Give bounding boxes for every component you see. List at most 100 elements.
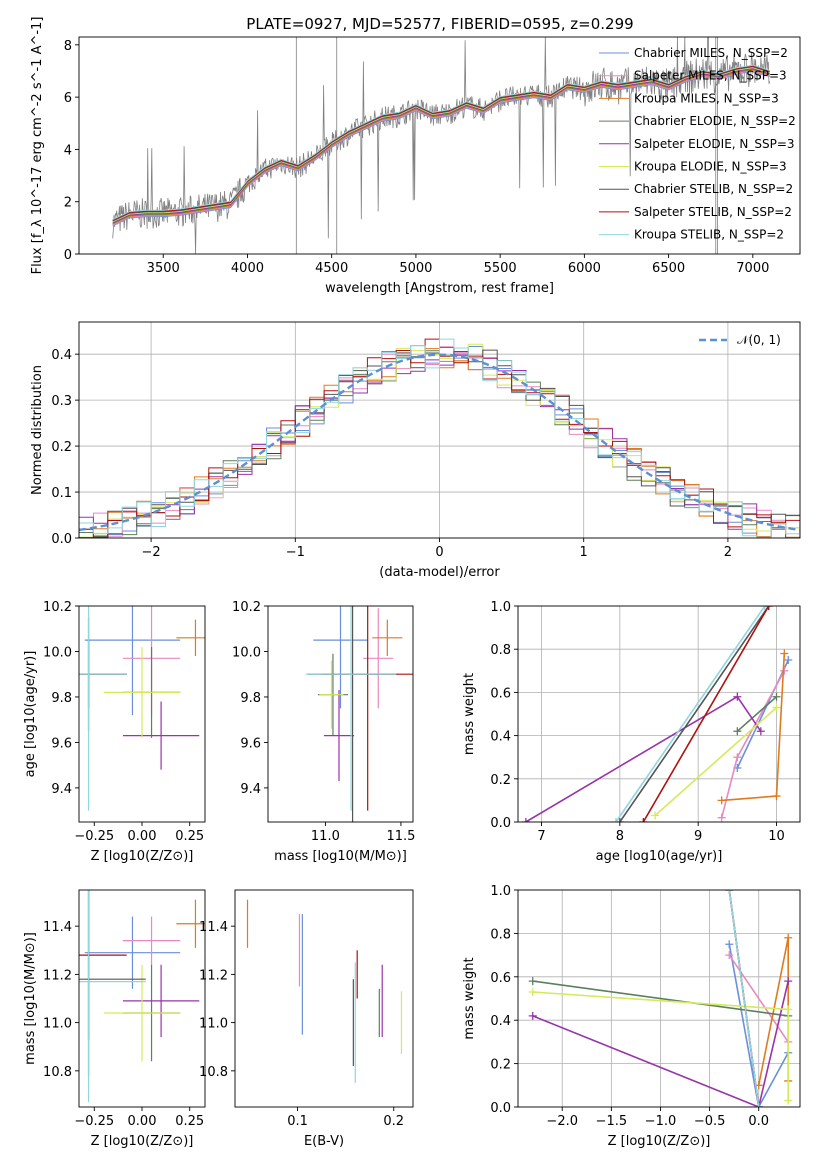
y-tick-label: 0.1 [51,486,72,501]
legend-entry: Chabrier MILES, N_SSP=2 [634,46,788,60]
y-tick-label: 10.2 [43,600,72,615]
y-tick-label: 10.0 [232,645,261,660]
mass-weight-line [757,937,789,1086]
x-tick-label: 6500 [652,261,685,276]
mass-weight-marker [772,703,781,712]
mass-weight-marker [521,818,530,822]
legend-entry: Kroupa ELODIE, N_SSP=3 [634,160,787,174]
mass-weight-line [728,954,789,1043]
model-spectrum-line [112,70,770,226]
mass-weight-marker [733,727,742,736]
legend-entry: Salpeter STELIB, N_SSP=2 [634,205,792,219]
mass-weight-marker [784,1005,793,1014]
mass-weight-marker [772,792,781,801]
x-axis-label: Z [log10(Z/Z⊙)] [91,1134,194,1149]
y-tick-label: 0.2 [490,773,511,788]
x-tick-label: 8 [616,829,624,844]
x-tick-label: 0.1 [287,1114,308,1129]
model-spectrum-line [112,67,770,223]
mass-weight-marker [784,1096,793,1105]
axes-frame [517,889,801,1108]
x-tick-label: −0.5 [694,1114,726,1129]
model-spectrum-line [112,67,770,224]
y-tick-label: 11.0 [43,1017,72,1032]
y-axis-label: Normed distribution [30,365,45,495]
axes-frame [78,605,206,823]
model-spectrum-line [112,70,770,227]
plot-area-age_vs_Z [79,606,205,811]
y-tick-label: 0.2 [490,1058,511,1073]
plot-area-mass_vs_Z [79,890,205,1103]
mass-weight-line [642,606,770,822]
mass-weight-marker [528,987,537,996]
y-tick-label: 1.0 [490,884,511,899]
mass-weight-line [728,944,789,1107]
mass-weight-marker [784,977,793,986]
x-axis-label: Z [log10(Z/Z⊙)] [608,1134,711,1149]
mass-weight-line [736,696,778,732]
x-axis-label: wavelength [Angstrom, rest frame] [325,281,554,296]
y-tick-label: 10.2 [232,600,261,615]
x-tick-label: 5500 [484,261,517,276]
y-tick-label: 10.0 [43,645,72,660]
y-tick-label: 9.6 [240,736,261,751]
y-tick-label: 11.4 [199,920,228,935]
mass-weight-marker [733,692,742,701]
x-axis-label: E(B-V) [304,1134,344,1149]
y-tick-label: 0.0 [51,532,72,547]
x-tick-label: 6000 [568,261,601,276]
plot-area-weight_vs_Z [518,890,800,1107]
model-spectrum-line [112,64,770,220]
y-tick-label: 0 [64,248,72,263]
x-tick-label: −2.0 [546,1114,578,1129]
mass-weight-marker [780,666,789,675]
y-axis-label: mass [log10(M/M⊙)] [23,932,38,1065]
legend-entry: Kroupa MILES, N_SSP=3 [634,91,779,105]
x-axis-label: mass [log10(M/M⊙)] [274,849,407,864]
y-tick-label: 2 [64,196,72,211]
mass-weight-marker [725,951,734,960]
mass-weight-marker [756,727,765,736]
y-tick-label: 10.8 [199,1065,228,1080]
x-tick-label: −1.5 [596,1114,628,1129]
y-axis-label: Flux [f_λ 10^-17 erg cm^-2 s^-1 A^-1] [30,17,45,275]
axes-frame [517,605,801,823]
x-tick-label: 7000 [736,261,769,276]
axes-frame [234,889,414,1108]
mass-weight-marker [611,818,620,822]
plot-area-age_vs_mass [305,606,413,822]
plot-area-weight_vs_age [518,606,800,822]
x-tick-label: 0.25 [175,829,204,844]
mass-weight-marker [784,656,793,664]
y-tick-label: 10.8 [43,1065,72,1080]
y-tick-label: 6 [64,91,72,106]
y-tick-label: 11.4 [43,920,72,935]
y-tick-label: 1.0 [490,600,511,615]
mass-weight-marker [639,818,648,822]
axes-frame [267,605,414,823]
x-tick-label: 10 [768,829,785,844]
model-spectrum-line [112,65,770,221]
axes-frame [78,889,206,1108]
x-tick-label: 0 [435,545,443,560]
y-tick-label: 0.6 [490,686,511,701]
y-tick-label: 8 [64,39,72,54]
mass-weight-line [619,606,770,822]
x-tick-label: 7 [537,829,545,844]
model-spectrum-line [112,68,770,224]
mass-weight-marker [760,606,769,610]
mass-weight-marker [725,890,734,894]
x-tick-label: 4000 [231,261,264,276]
legend-entry: 𝒩(0, 1) [737,333,781,347]
x-tick-label: 5000 [399,261,432,276]
y-axis-label: age [log10(age/yr)] [23,651,38,778]
y-tick-label: 0.8 [490,927,511,942]
x-tick-label: 9 [694,829,702,844]
mass-weight-marker [764,606,773,610]
mass-weight-marker [615,818,624,822]
legend-entry: Kroupa STELIB, N_SSP=2 [634,228,784,242]
plot-area-spectrum [112,37,771,254]
y-tick-label: 9.4 [240,782,261,797]
y-tick-label: 0.0 [490,1101,511,1116]
